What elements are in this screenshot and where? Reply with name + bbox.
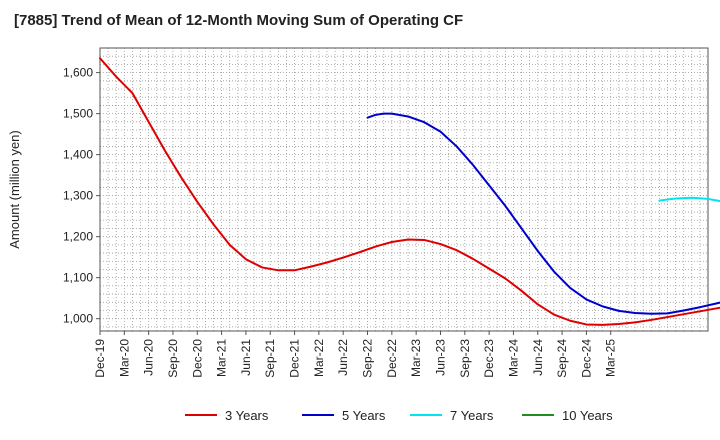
legend-label: 10 Years [562,408,613,423]
y-tick-label: 1,300 [63,189,93,203]
x-tick-label: Sep-22 [361,339,375,378]
y-tick-label: 1,600 [63,66,93,80]
x-tick-label: Sep-24 [555,339,569,378]
plot-area [100,48,708,331]
x-tick-label: Dec-19 [93,339,107,378]
legend-label: 7 Years [450,408,494,423]
y-tick-label: 1,000 [63,312,93,326]
y-tick-label: 1,200 [63,230,93,244]
y-axis-label: Amount (million yen) [7,130,22,249]
x-tick-label: Dec-20 [190,339,204,378]
legend-label: 5 Years [342,408,386,423]
x-tick-label: Mar-24 [506,339,520,377]
y-tick-label: 1,100 [63,271,93,285]
x-tick-label: Jun-21 [239,339,253,376]
x-tick-label: Mar-20 [117,339,131,377]
x-tick-label: Jun-23 [433,339,447,376]
x-tick-label: Jun-20 [142,339,156,376]
x-tick-label: Jun-24 [531,339,545,376]
x-tick-label: Mar-22 [312,339,326,377]
x-tick-label: Mar-21 [215,339,229,377]
x-tick-label: Mar-23 [409,339,423,377]
x-tick-label: Dec-22 [385,339,399,378]
chart-title: [7885] Trend of Mean of 12-Month Moving … [14,12,464,29]
x-tick-label: Jun-22 [336,339,350,376]
x-tick-label: Sep-21 [263,339,277,378]
x-tick-label: Dec-23 [482,339,496,378]
x-tick-label: Sep-20 [166,339,180,378]
plot-frame [99,47,709,332]
series-line-7-years [658,196,720,203]
series-line-5-years [366,112,720,315]
x-tick-label: Mar-25 [604,339,618,377]
x-tick-label: Sep-23 [458,339,472,378]
y-tick-label: 1,400 [63,148,93,162]
legend-label: 3 Years [225,408,269,423]
x-tick-label: Dec-21 [288,339,302,378]
y-tick-label: 1,500 [63,107,93,121]
series-line-3-years [99,57,720,326]
x-tick-label: Dec-24 [579,339,593,378]
